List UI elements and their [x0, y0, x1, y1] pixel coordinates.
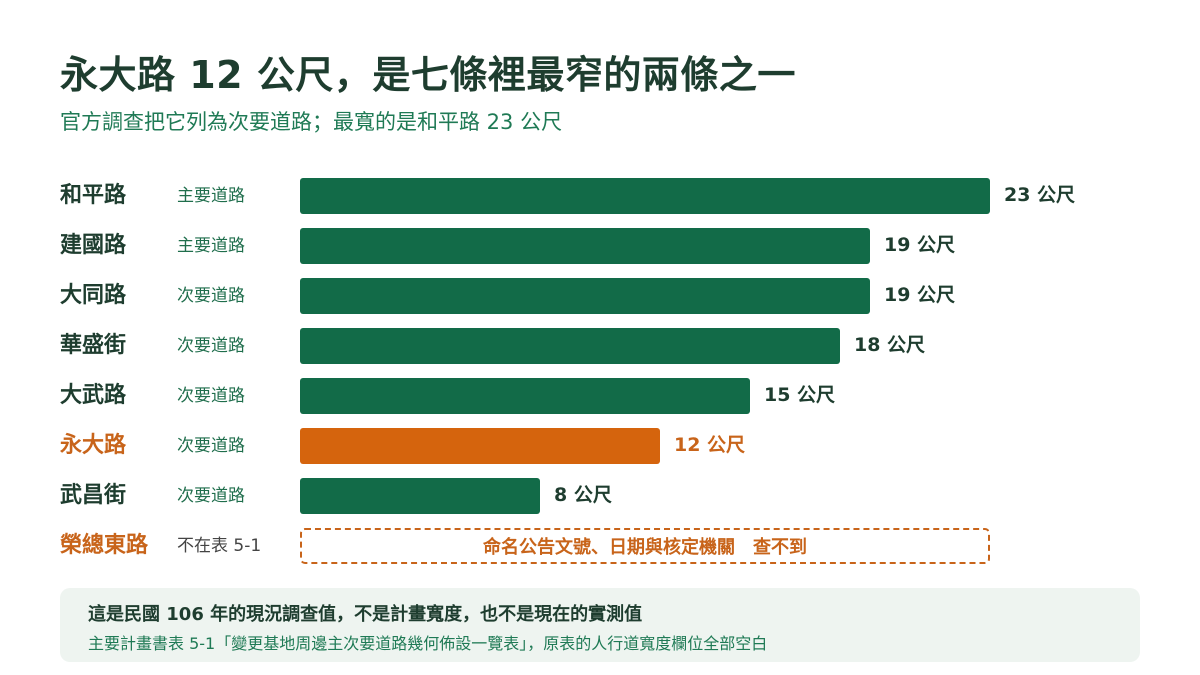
road-name: 建國路: [60, 233, 127, 258]
road-class: 次要道路: [177, 386, 245, 406]
missing-data-box: 命名公告文號、日期與核定機關 查不到: [300, 528, 990, 564]
road-class: 主要道路: [177, 186, 245, 206]
bar-value-label: 8 公尺: [554, 484, 612, 506]
road-class: 主要道路: [177, 236, 245, 256]
road-class: 次要道路: [177, 286, 245, 306]
footnote-main: 這是民國 106 年的現況調查值，不是計畫寬度，也不是現在的實測值: [88, 604, 643, 625]
bar: [300, 278, 870, 314]
road-name: 大同路: [60, 283, 127, 308]
bar-value-label: 18 公尺: [854, 334, 926, 356]
bar: [300, 178, 990, 214]
bar: [300, 478, 540, 514]
road-class: 次要道路: [177, 436, 245, 456]
bar-value-label: 23 公尺: [1004, 184, 1076, 206]
road-class: 次要道路: [177, 486, 245, 506]
bar-value-label: 19 公尺: [884, 234, 956, 256]
road-name: 華盛街: [60, 333, 127, 358]
road-name: 永大路: [60, 433, 127, 458]
road-class: 次要道路: [177, 336, 245, 356]
road-name: 武昌街: [60, 483, 127, 508]
bar-value-label: 19 公尺: [884, 284, 956, 306]
bar-value-label: 12 公尺: [674, 434, 746, 456]
bar: [300, 428, 660, 464]
bar: [300, 378, 750, 414]
footnote-source: 主要計畫書表 5-1「變更基地周邊主次要道路幾何佈設一覽表」，原表的人行道寬度欄…: [88, 634, 768, 653]
chart-title: 永大路 12 公尺，是七條裡最窄的兩條之一: [60, 53, 796, 97]
bar: [300, 228, 870, 264]
footnote-box: 這是民國 106 年的現況調查值，不是計畫寬度，也不是現在的實測值 主要計畫書表…: [60, 588, 1140, 662]
bar: [300, 328, 840, 364]
road-name: 和平路: [60, 183, 127, 208]
chart-subtitle: 官方調查把它列為次要道路；最寬的是和平路 23 公尺: [60, 110, 563, 134]
bar-value-label: 15 公尺: [764, 384, 836, 406]
road-name: 大武路: [60, 383, 127, 408]
missing-road-name: 榮總東路: [60, 533, 149, 558]
missing-road-class: 不在表 5-1: [177, 536, 262, 556]
